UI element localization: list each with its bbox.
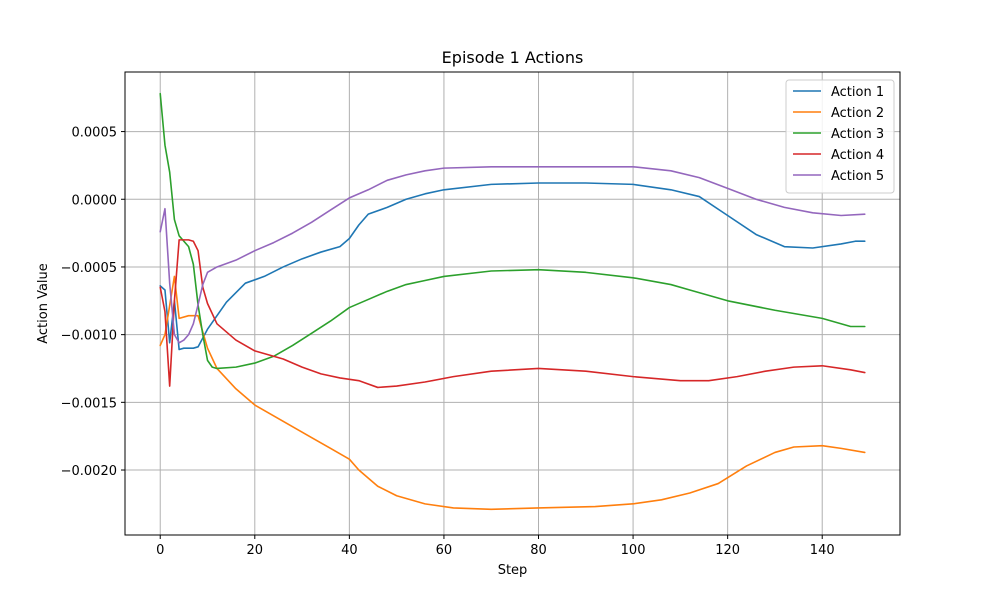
- y-axis-label: Action Value: [36, 263, 51, 344]
- x-tick-label: 60: [436, 543, 453, 558]
- y-tick-label: −0.0010: [61, 329, 117, 344]
- series-lines: [159, 92, 866, 511]
- y-axis: −0.0020 −0.0015 −0.0010 −0.0005 0.0000 0.0005: [61, 126, 125, 479]
- y-tick-label: −0.0020: [61, 464, 117, 479]
- x-tick-label: 100: [621, 543, 646, 558]
- x-tick-label: 0: [156, 543, 164, 558]
- series-line-action-3: [159, 92, 866, 370]
- x-tick-label: 80: [530, 543, 547, 558]
- y-tick-label: −0.0005: [61, 261, 117, 276]
- x-tick-label: 40: [341, 543, 358, 558]
- chart-title: Episode 1 Actions: [442, 48, 584, 67]
- x-tick-label: 120: [715, 543, 740, 558]
- series-line-action-4: [159, 239, 866, 389]
- y-tick-label: 0.0000: [72, 193, 118, 208]
- legend-label: Action 3: [831, 127, 884, 142]
- legend-label: Action 1: [831, 85, 884, 100]
- series-line-action-2: [159, 275, 866, 511]
- x-axis-label: Step: [498, 563, 528, 578]
- x-axis: 0 20 40 60 80 100 120 140: [156, 535, 835, 558]
- y-tick-label: 0.0005: [72, 126, 118, 141]
- x-tick-label: 20: [247, 543, 264, 558]
- legend-label: Action 4: [831, 148, 884, 163]
- series-line-action-1: [159, 182, 866, 351]
- legend-box: [785, 79, 895, 194]
- x-tick-label: 140: [810, 543, 835, 558]
- legend-label: Action 2: [831, 106, 884, 121]
- y-tick-label: −0.0015: [61, 396, 117, 411]
- series-line-action-5: [159, 165, 866, 344]
- legend-label: Action 5: [831, 169, 884, 184]
- plot-frame: [124, 71, 901, 536]
- legend: Action 1 Action 2 Action 3 Action 4 Action 5: [785, 79, 895, 194]
